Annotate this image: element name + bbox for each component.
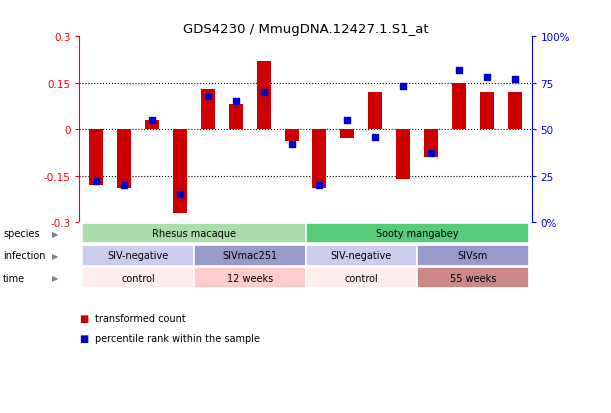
- Text: Sooty mangabey: Sooty mangabey: [376, 228, 458, 239]
- Bar: [452, 83, 466, 130]
- Text: species: species: [3, 228, 40, 239]
- Bar: [82, 246, 194, 266]
- Point: [119, 182, 129, 189]
- Bar: [340, 130, 354, 139]
- Point: [258, 90, 268, 96]
- Text: SIV-negative: SIV-negative: [331, 251, 392, 261]
- Text: ▶: ▶: [52, 273, 59, 282]
- Bar: [82, 268, 194, 288]
- Bar: [508, 93, 522, 130]
- Text: ■: ■: [79, 334, 89, 344]
- Bar: [368, 93, 382, 130]
- Point: [482, 75, 492, 81]
- Text: transformed count: transformed count: [95, 313, 186, 323]
- Bar: [417, 246, 529, 266]
- Bar: [89, 130, 103, 185]
- Point: [203, 93, 213, 100]
- Point: [398, 84, 408, 90]
- Text: SIVmac251: SIVmac251: [222, 251, 277, 261]
- Point: [175, 191, 185, 198]
- Bar: [173, 130, 187, 213]
- Text: control: control: [345, 273, 378, 283]
- Bar: [201, 90, 215, 130]
- Text: ▶: ▶: [52, 251, 59, 260]
- Text: time: time: [3, 273, 25, 283]
- Bar: [306, 223, 529, 244]
- Point: [91, 178, 101, 185]
- Point: [315, 182, 324, 189]
- Text: SIV-negative: SIV-negative: [108, 251, 169, 261]
- Point: [287, 141, 296, 148]
- Point: [370, 134, 380, 140]
- Text: 12 weeks: 12 weeks: [227, 273, 273, 283]
- Bar: [285, 130, 299, 142]
- Text: ▶: ▶: [52, 229, 59, 238]
- Point: [454, 67, 464, 74]
- Text: ■: ■: [79, 313, 89, 323]
- Point: [231, 99, 241, 105]
- Text: infection: infection: [3, 251, 46, 261]
- Bar: [396, 130, 410, 179]
- Text: 55 weeks: 55 weeks: [450, 273, 496, 283]
- Bar: [117, 130, 131, 188]
- Bar: [145, 121, 159, 130]
- Bar: [306, 268, 417, 288]
- Point: [426, 151, 436, 157]
- Text: Rhesus macaque: Rhesus macaque: [152, 228, 236, 239]
- Point: [343, 117, 353, 124]
- Bar: [424, 130, 438, 158]
- Title: GDS4230 / MmugDNA.12427.1.S1_at: GDS4230 / MmugDNA.12427.1.S1_at: [183, 23, 428, 36]
- Bar: [312, 130, 326, 188]
- Text: control: control: [121, 273, 155, 283]
- Point: [147, 117, 157, 124]
- Bar: [480, 93, 494, 130]
- Bar: [194, 268, 306, 288]
- Bar: [257, 62, 271, 130]
- Text: SIVsm: SIVsm: [458, 251, 488, 261]
- Bar: [229, 105, 243, 130]
- Bar: [194, 246, 306, 266]
- Text: percentile rank within the sample: percentile rank within the sample: [95, 334, 260, 344]
- Point: [510, 76, 520, 83]
- Bar: [306, 246, 417, 266]
- Bar: [82, 223, 306, 244]
- Bar: [417, 268, 529, 288]
